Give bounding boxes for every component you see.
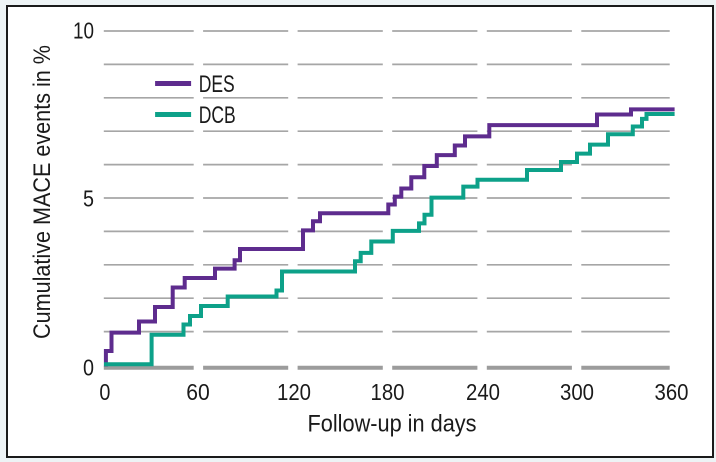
svg-text:DCB: DCB (199, 102, 236, 129)
svg-text:240: 240 (466, 379, 500, 405)
svg-text:DES: DES (199, 71, 235, 98)
svg-text:5: 5 (83, 186, 94, 212)
svg-text:Follow-up in days: Follow-up in days (308, 410, 477, 437)
svg-text:120: 120 (277, 379, 311, 405)
svg-text:180: 180 (371, 379, 405, 405)
svg-text:Cumulative MACE events in %: Cumulative MACE events in % (29, 45, 56, 339)
svg-text:10: 10 (73, 17, 94, 43)
svg-text:360: 360 (655, 379, 689, 405)
svg-text:0: 0 (99, 379, 110, 405)
svg-text:300: 300 (560, 379, 594, 405)
svg-text:0: 0 (83, 355, 94, 381)
svg-text:60: 60 (186, 379, 210, 405)
